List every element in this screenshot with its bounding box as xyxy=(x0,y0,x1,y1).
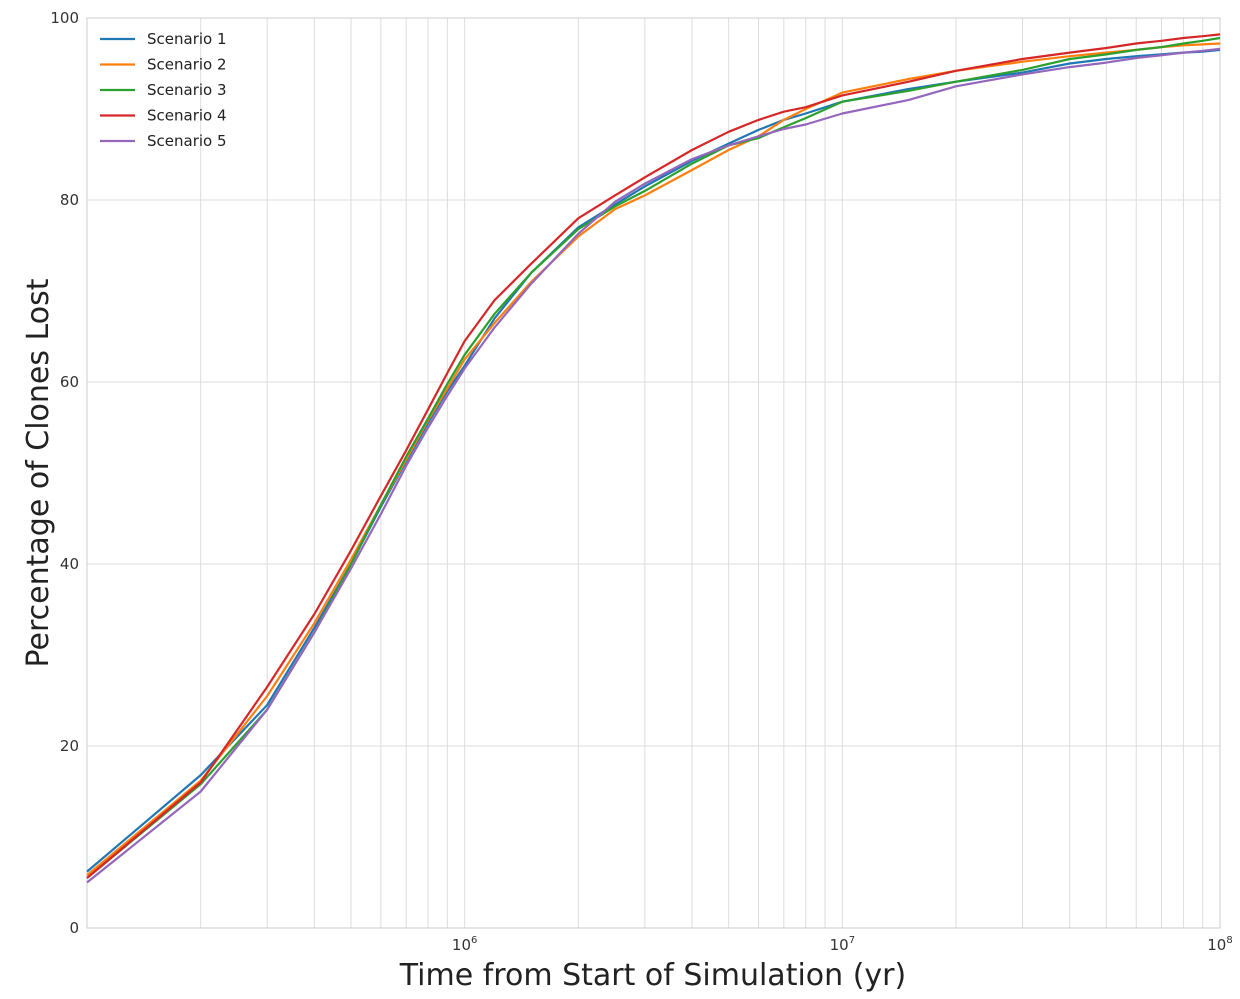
y-axis-title: Percentage of Clones Lost xyxy=(21,278,56,667)
x-axis-title: Time from Start of Simulation (yr) xyxy=(399,958,906,993)
legend-label: Scenario 3 xyxy=(147,81,227,99)
legend-label: Scenario 4 xyxy=(147,107,227,125)
y-tick-label: 0 xyxy=(69,919,79,937)
legend-label: Scenario 1 xyxy=(147,30,227,48)
y-tick-label: 60 xyxy=(60,373,79,391)
x-tick-label: 108 xyxy=(1207,935,1232,954)
y-tick-label: 100 xyxy=(50,9,79,27)
y-tick-label: 20 xyxy=(60,737,79,755)
plot-background xyxy=(87,18,1220,928)
series-lines xyxy=(86,33,1221,884)
y-tick-labels: 0 20 40 60 80 100 xyxy=(50,9,79,937)
series-line-scenario-4 xyxy=(86,33,1221,879)
series-line-scenario-3 xyxy=(86,36,1221,879)
legend-label: Scenario 5 xyxy=(147,132,227,150)
y-tick-label: 40 xyxy=(60,555,79,573)
legend-label: Scenario 2 xyxy=(147,56,227,74)
series-line-scenario-5 xyxy=(86,47,1221,884)
x-tick-label: 106 xyxy=(452,935,477,954)
x-tick-label: 107 xyxy=(830,935,855,954)
y-tick-label: 80 xyxy=(60,191,79,209)
legend: Scenario 1 Scenario 2 Scenario 3 Scenario 4… xyxy=(100,30,227,150)
x-tick-labels: 106 107 108 xyxy=(452,935,1233,954)
plot-frame xyxy=(86,17,1221,929)
